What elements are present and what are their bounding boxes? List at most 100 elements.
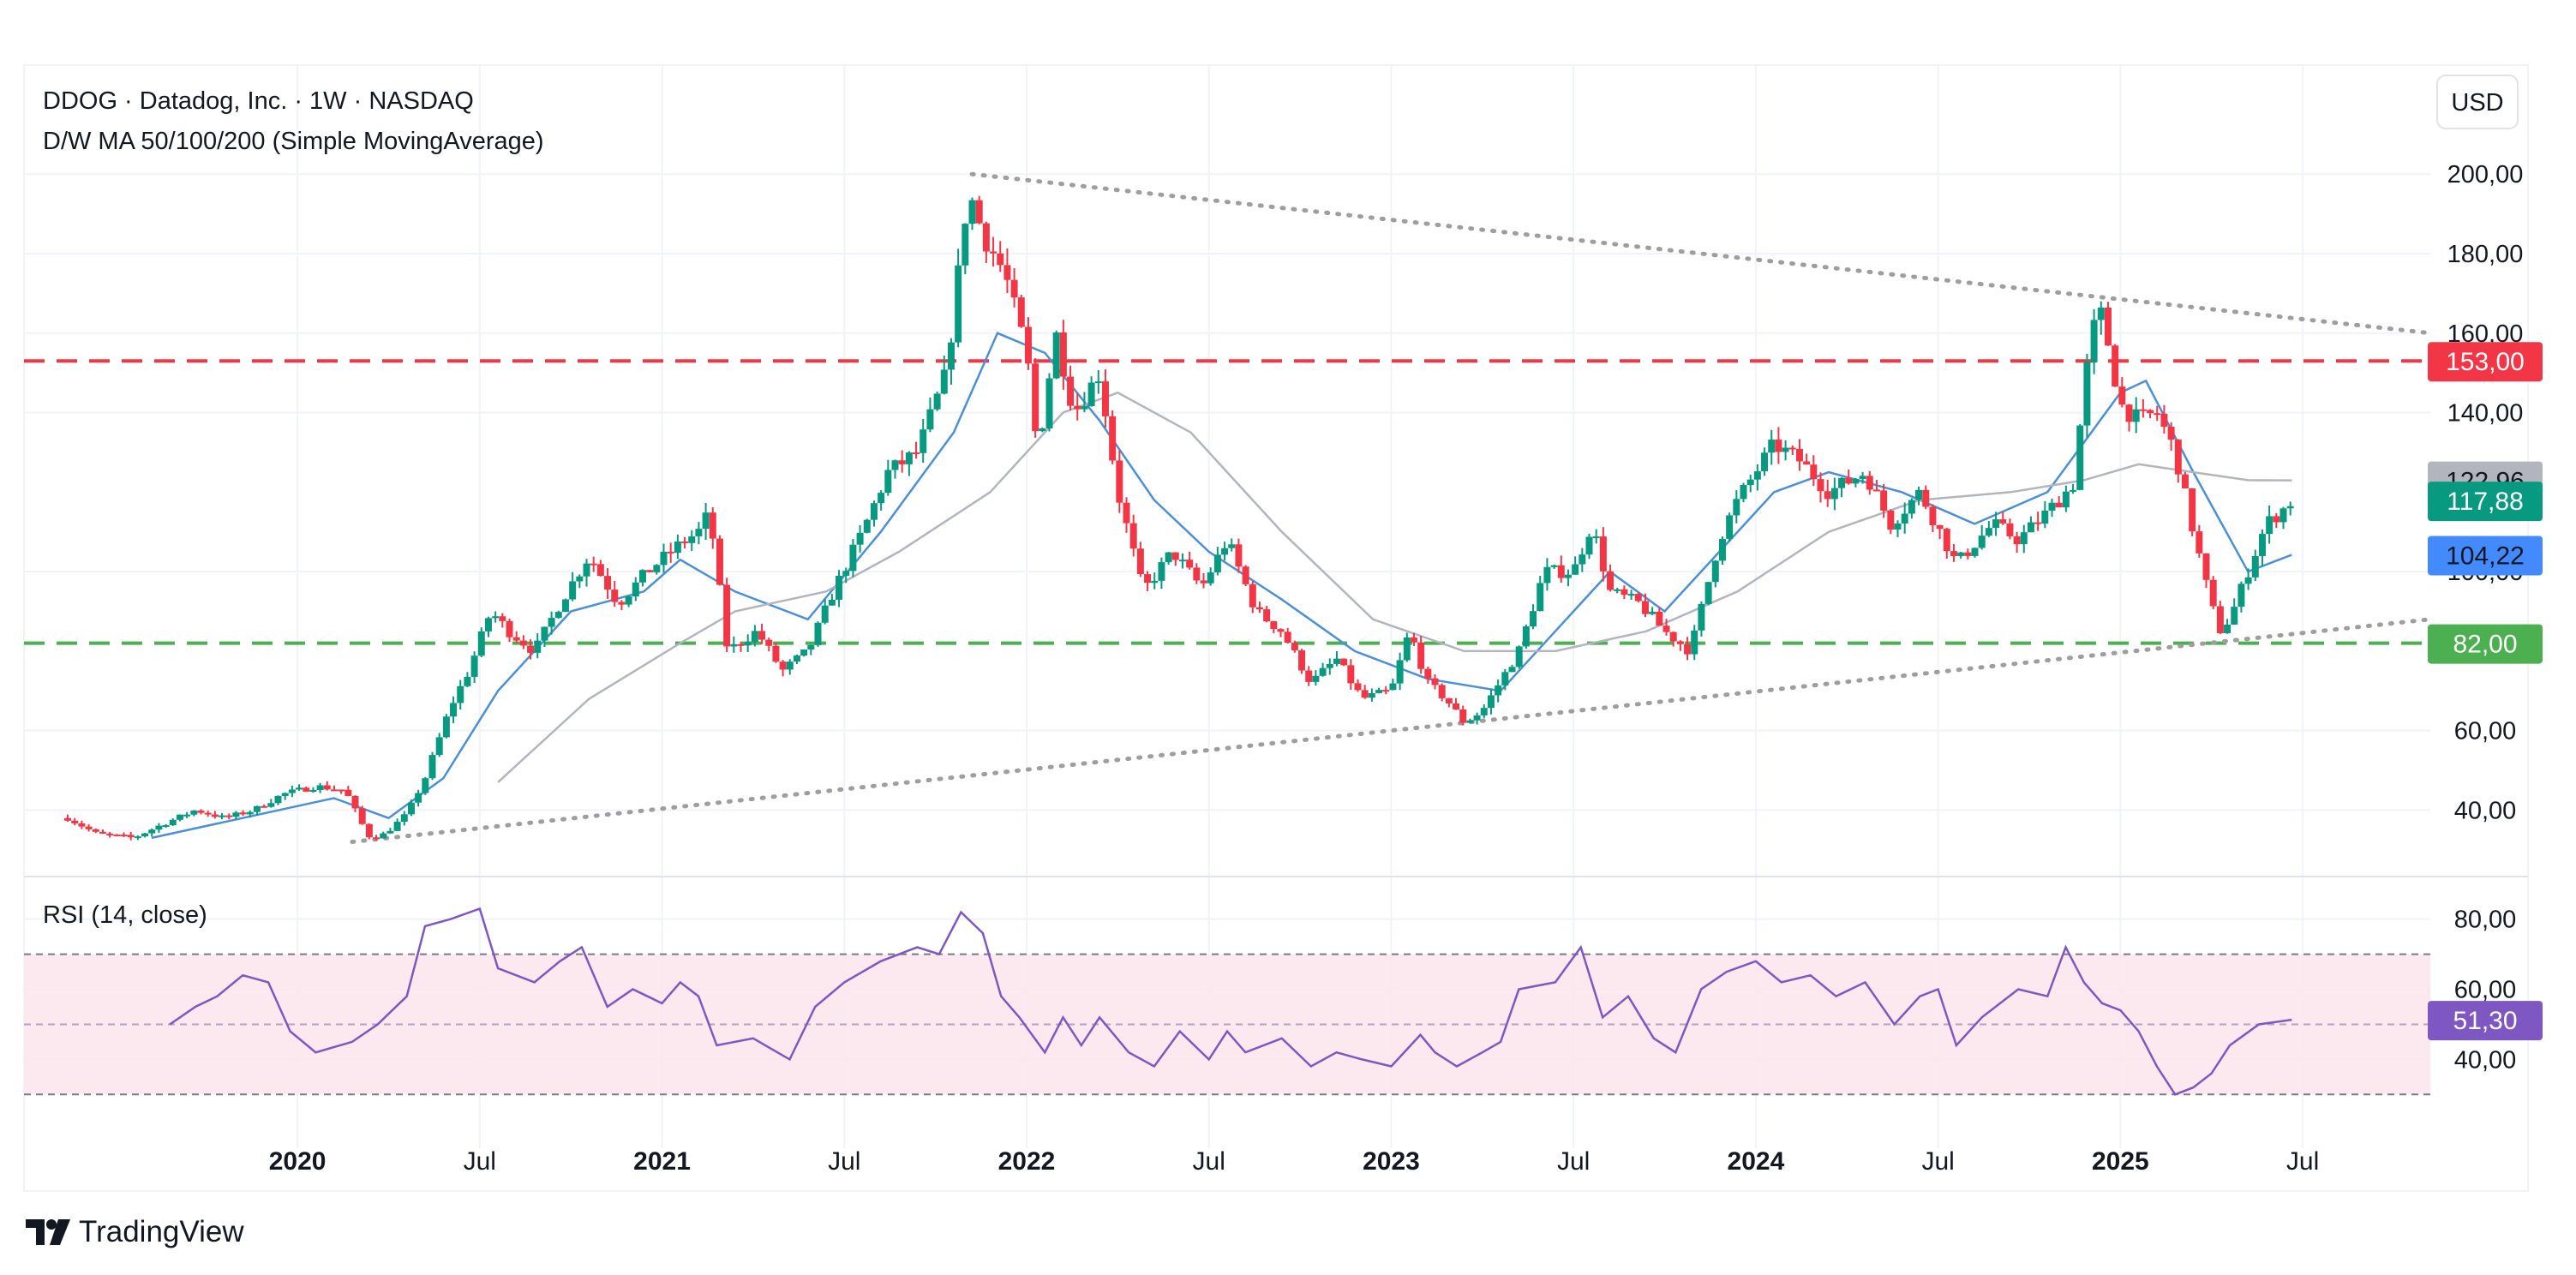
rsi-line	[169, 907, 2292, 1096]
candle-body	[106, 833, 114, 835]
candle-body	[1810, 464, 1818, 480]
candle-body	[1003, 265, 1011, 280]
candle-body	[836, 575, 843, 600]
candle-body	[1235, 544, 1243, 567]
candle-body	[1761, 452, 1769, 472]
candle-body	[646, 570, 654, 572]
candle-body	[1424, 668, 1432, 679]
candle-body	[905, 452, 913, 464]
candle-body	[618, 602, 626, 605]
candle-body	[2266, 516, 2273, 535]
price-tick-label: 140,00	[2447, 400, 2524, 428]
brand[interactable]: TradingView	[26, 1215, 244, 1249]
candle-body	[1270, 621, 1278, 630]
candle-body	[435, 737, 443, 756]
candle-body	[365, 823, 373, 838]
rsi-tick-label: 80,00	[2454, 907, 2517, 934]
candle-body	[506, 620, 513, 638]
candle-body	[786, 661, 794, 670]
candle-body	[64, 817, 72, 821]
candle-body	[975, 200, 983, 224]
last-price-badge-bg	[2428, 482, 2543, 522]
rsi-tick-label: 40,00	[2454, 1046, 2517, 1074]
candle-body	[913, 452, 920, 455]
candle-body	[2125, 404, 2133, 422]
candle-body	[2286, 506, 2294, 509]
candle-body	[1178, 560, 1186, 562]
price-tick-label: 60,00	[2454, 718, 2517, 745]
candle-body	[344, 789, 352, 796]
candle-body	[484, 618, 492, 632]
candle-body	[1971, 548, 1979, 556]
candle-body	[253, 805, 261, 812]
candle-body	[1711, 560, 1719, 583]
candle-body	[323, 785, 331, 790]
candle-body	[660, 551, 668, 566]
candle-body	[1698, 603, 1705, 631]
last-price-badge: 117,88	[2447, 488, 2524, 516]
candle-body	[933, 393, 941, 410]
candle-body	[674, 541, 681, 554]
candle-body	[800, 649, 808, 656]
candle-body	[1614, 589, 1621, 591]
candle-body	[2034, 522, 2042, 524]
candle-body	[821, 605, 829, 623]
candle-body	[1361, 690, 1369, 698]
candle-body	[2244, 577, 2252, 584]
candle-body	[1431, 678, 1439, 685]
candle-body	[1263, 609, 1271, 622]
candle-body	[982, 223, 990, 252]
candle-body	[2090, 320, 2098, 362]
candle-body	[1845, 477, 1853, 484]
candle-body	[1607, 571, 1614, 590]
rsi-badge: 51,30	[2453, 1007, 2517, 1035]
time-tick-label: 2021	[633, 1147, 691, 1176]
currency-button[interactable]: USD	[2436, 75, 2519, 129]
candle-body	[1704, 582, 1712, 604]
time-tick-label: 2025	[2092, 1147, 2149, 1176]
candle-body	[926, 409, 934, 430]
candle-body	[2154, 413, 2161, 416]
candle-body	[92, 829, 99, 832]
candle-body	[232, 812, 240, 817]
candle-body	[99, 831, 106, 834]
candle-body	[737, 643, 745, 646]
candle-body	[709, 512, 716, 539]
candle-body	[1950, 551, 1957, 556]
candle-body	[358, 808, 366, 824]
candle-body	[1656, 611, 1663, 626]
candle-body	[1221, 548, 1229, 555]
candle-body	[1136, 548, 1144, 575]
candle-body	[1284, 632, 1291, 643]
candle-body	[176, 814, 183, 820]
candle-body	[1242, 566, 1249, 584]
candle-body	[1992, 519, 2000, 529]
candle-body	[1081, 406, 1088, 410]
candle-body	[1943, 529, 1950, 552]
time-tick-label: 2020	[269, 1147, 326, 1176]
candle-body	[415, 793, 422, 803]
candle-body	[1487, 695, 1495, 709]
candle-body	[246, 811, 254, 815]
ma-slow-line	[497, 391, 2292, 783]
rsi-series	[24, 907, 2430, 1096]
candle-body	[2027, 522, 2034, 533]
candle-body	[968, 200, 976, 224]
candle-body	[1067, 376, 1075, 406]
candle-body	[1171, 552, 1179, 560]
candle-body	[330, 789, 338, 792]
candle-body	[303, 787, 310, 792]
candle-body	[1319, 667, 1327, 676]
candle-body	[351, 795, 359, 809]
candle-body	[1922, 489, 1930, 507]
candle-body	[1894, 523, 1902, 530]
candle-body	[2273, 516, 2280, 523]
candle-body	[134, 836, 141, 839]
candle-body	[148, 829, 156, 834]
candle-body	[541, 626, 548, 641]
candle-body	[309, 790, 317, 793]
price-tick-label: 200,00	[2447, 161, 2524, 189]
candle-body	[2238, 584, 2245, 608]
candle-body	[2041, 510, 2049, 524]
candle-body	[2209, 579, 2217, 607]
